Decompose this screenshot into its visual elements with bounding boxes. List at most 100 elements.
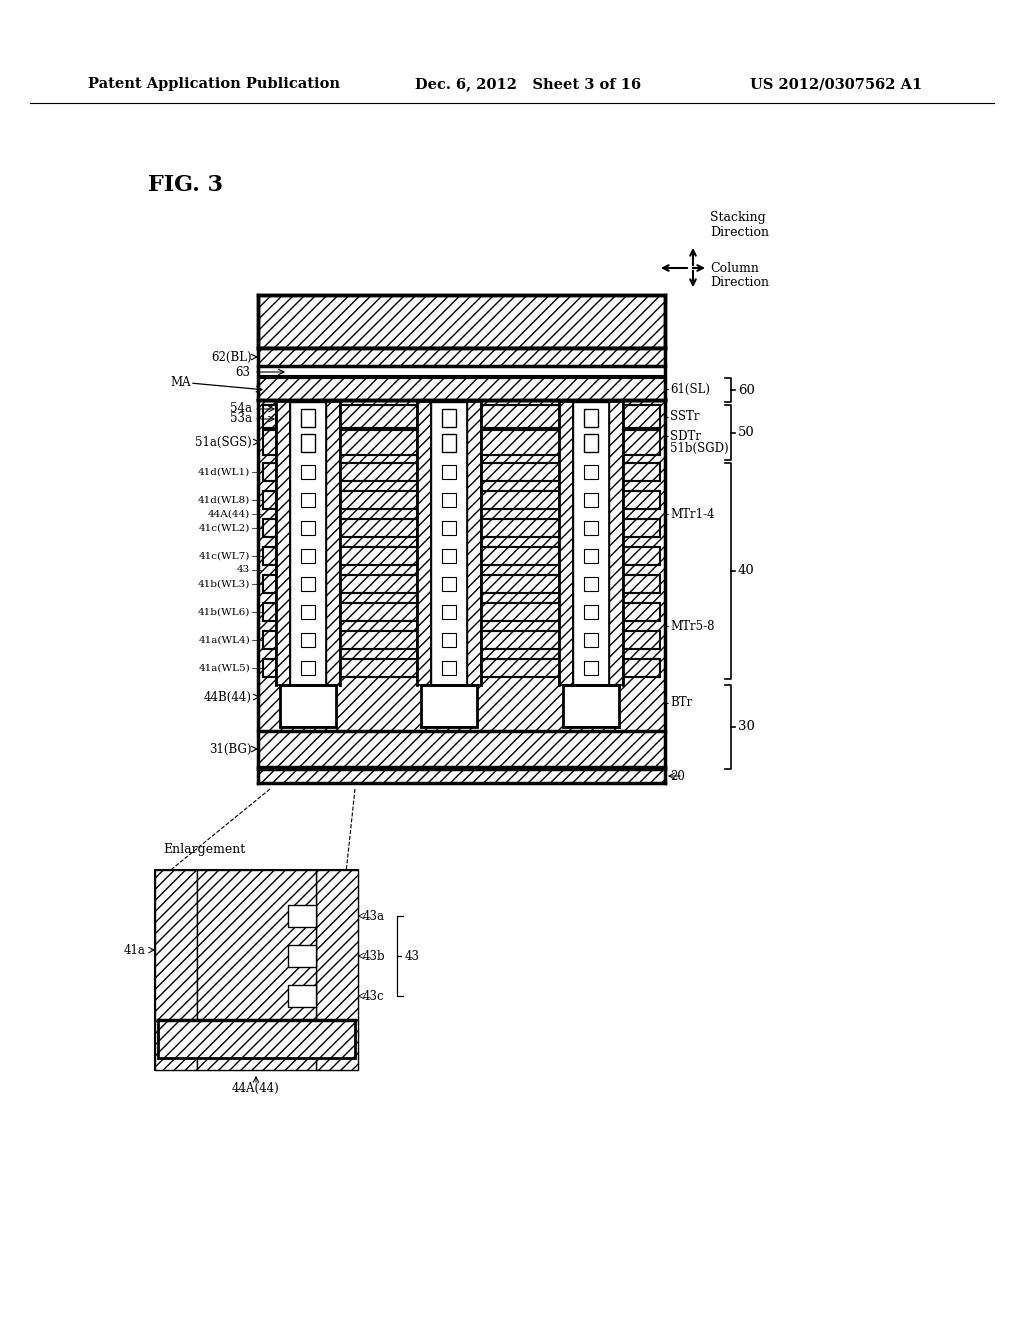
Bar <box>290 403 326 685</box>
Bar <box>584 465 598 479</box>
Text: 44A(44): 44A(44) <box>232 1081 280 1094</box>
Text: MTr5-8: MTr5-8 <box>670 619 715 632</box>
Text: 44B(44): 44B(44) <box>204 690 252 704</box>
Bar <box>197 870 316 1071</box>
Bar <box>442 492 456 507</box>
Text: 43b: 43b <box>362 949 386 962</box>
Bar <box>442 577 456 591</box>
Bar <box>158 1020 355 1059</box>
Bar <box>417 403 431 685</box>
Bar <box>263 603 660 620</box>
Text: 41a: 41a <box>123 944 145 957</box>
Bar <box>584 521 598 535</box>
Bar <box>301 492 315 507</box>
Bar <box>258 366 665 376</box>
Text: 31(BG): 31(BG) <box>210 742 252 755</box>
Text: Column: Column <box>710 261 759 275</box>
Bar <box>263 405 660 428</box>
Text: Enlargement: Enlargement <box>163 843 246 857</box>
Text: 51a(SGS): 51a(SGS) <box>196 436 252 449</box>
Text: Patent Application Publication: Patent Application Publication <box>88 77 340 91</box>
Bar <box>584 549 598 564</box>
Bar <box>301 605 315 619</box>
Bar <box>155 870 197 1071</box>
Bar <box>301 634 315 647</box>
Bar <box>288 945 316 968</box>
Bar <box>442 465 456 479</box>
Text: MA: MA <box>170 376 190 389</box>
Text: 41a(WL5): 41a(WL5) <box>199 664 250 672</box>
Text: SSTr: SSTr <box>670 411 699 424</box>
Text: 43a: 43a <box>362 909 385 923</box>
Text: 50: 50 <box>738 426 755 440</box>
Text: 41b(WL6): 41b(WL6) <box>198 607 250 616</box>
Text: Dec. 6, 2012   Sheet 3 of 16: Dec. 6, 2012 Sheet 3 of 16 <box>415 77 641 91</box>
Text: SDTr: SDTr <box>670 429 701 442</box>
Bar <box>301 661 315 675</box>
Bar <box>442 521 456 535</box>
Text: US 2012/0307562 A1: US 2012/0307562 A1 <box>750 77 923 91</box>
Text: 41b(WL3): 41b(WL3) <box>198 579 250 589</box>
Bar <box>263 631 660 649</box>
Text: Stacking: Stacking <box>710 211 766 224</box>
Bar <box>301 549 315 564</box>
Text: 41d(WL1): 41d(WL1) <box>198 467 250 477</box>
Text: 62(BL): 62(BL) <box>211 351 252 363</box>
Text: 43: 43 <box>237 565 250 574</box>
Text: 40: 40 <box>738 565 755 578</box>
Text: Direction: Direction <box>710 276 769 289</box>
Text: 44A(44): 44A(44) <box>208 510 250 519</box>
Text: 54a: 54a <box>230 403 252 416</box>
Bar <box>442 605 456 619</box>
Bar <box>263 519 660 537</box>
Bar <box>263 576 660 593</box>
Text: 41c(WL2): 41c(WL2) <box>199 524 250 532</box>
Text: 41d(WL8): 41d(WL8) <box>198 495 250 504</box>
Bar <box>301 577 315 591</box>
Bar <box>155 870 358 1071</box>
Bar <box>258 731 665 767</box>
Bar <box>584 634 598 647</box>
Text: 41a(WL4): 41a(WL4) <box>199 635 250 644</box>
Text: 60: 60 <box>738 384 755 396</box>
Bar <box>258 400 665 783</box>
Text: 63: 63 <box>234 366 250 379</box>
Bar <box>421 685 477 727</box>
Bar <box>280 685 336 727</box>
Bar <box>584 434 598 451</box>
Text: 43c: 43c <box>362 990 385 1002</box>
Bar <box>609 403 623 685</box>
Text: 54b: 54b <box>461 404 481 414</box>
Text: BTr: BTr <box>670 697 692 710</box>
Text: 53b: 53b <box>420 405 441 414</box>
Text: 53a: 53a <box>230 412 252 425</box>
Bar <box>565 686 617 725</box>
Bar <box>258 770 665 783</box>
Bar <box>301 434 315 451</box>
Bar <box>584 661 598 675</box>
Bar <box>584 492 598 507</box>
Text: 20: 20 <box>670 770 685 783</box>
Bar <box>584 409 598 426</box>
Bar <box>563 685 618 727</box>
Bar <box>467 403 481 685</box>
Bar <box>573 403 609 685</box>
Bar <box>301 409 315 426</box>
Bar <box>431 403 467 685</box>
Text: Direction: Direction <box>710 226 769 239</box>
Text: 51b(SGD): 51b(SGD) <box>670 441 729 454</box>
Bar <box>584 577 598 591</box>
Bar <box>276 403 290 685</box>
Text: 43: 43 <box>406 949 420 962</box>
Bar <box>263 430 660 455</box>
Bar <box>258 294 665 348</box>
Bar <box>584 605 598 619</box>
Bar <box>288 985 316 1007</box>
Bar <box>442 549 456 564</box>
Text: 30: 30 <box>738 721 755 734</box>
Bar <box>301 521 315 535</box>
Bar <box>263 546 660 565</box>
Text: 41c(WL7): 41c(WL7) <box>199 552 250 561</box>
Bar <box>326 403 340 685</box>
Text: 61(SL): 61(SL) <box>670 383 710 396</box>
